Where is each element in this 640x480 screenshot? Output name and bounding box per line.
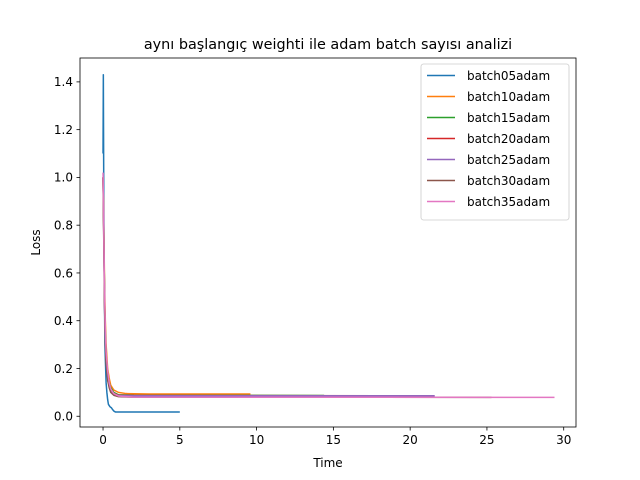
x-tick-label: 15	[326, 433, 341, 447]
x-tick-label: 25	[479, 433, 494, 447]
plot-area-frame	[79, 57, 577, 428]
y-tick-label: 0.4	[54, 314, 73, 328]
y-tick-label: 0.2	[54, 362, 73, 376]
y-tick-label: 1.2	[54, 123, 73, 137]
legend-label-batch30adam: batch30adam	[467, 174, 550, 188]
series-line-batch35adam	[102, 172, 555, 399]
legend-label-batch25adam: batch25adam	[467, 153, 550, 167]
y-tick-label: 0.0	[54, 410, 73, 424]
x-axis-label: Time	[312, 456, 342, 470]
legend-box	[420, 63, 570, 221]
chart-title: aynı başlangıç weighti ile adam batch sa…	[144, 37, 512, 53]
x-axis: 0 5 10 15 20 25 30	[99, 427, 571, 447]
legend-label-batch10adam: batch10adam	[467, 90, 550, 104]
legend-label-batch20adam: batch20adam	[467, 132, 550, 146]
y-tick-label: 1.4	[54, 75, 73, 89]
x-tick-label: 10	[249, 433, 264, 447]
x-tick-label: 30	[556, 433, 571, 447]
y-tick-label: 0.8	[54, 218, 73, 232]
legend-label-batch15adam: batch15adam	[467, 111, 550, 125]
legend: batch05adam batch10adam batch15adam batch20…	[420, 63, 570, 221]
legend-label-batch35adam: batch35adam	[467, 195, 550, 209]
x-tick-label: 0	[99, 433, 107, 447]
x-tick-label: 20	[403, 433, 418, 447]
series-layer	[102, 73, 555, 413]
y-tick-label: 1.0	[54, 171, 73, 185]
legend-label-batch05adam: batch05adam	[467, 69, 550, 83]
y-axis: 0.0 0.2 0.4 0.6 0.8 1.0 1.2 1.4	[54, 75, 80, 424]
y-axis-label: Loss	[29, 229, 43, 255]
y-tick-label: 0.6	[54, 266, 73, 280]
x-tick-label: 5	[176, 433, 184, 447]
